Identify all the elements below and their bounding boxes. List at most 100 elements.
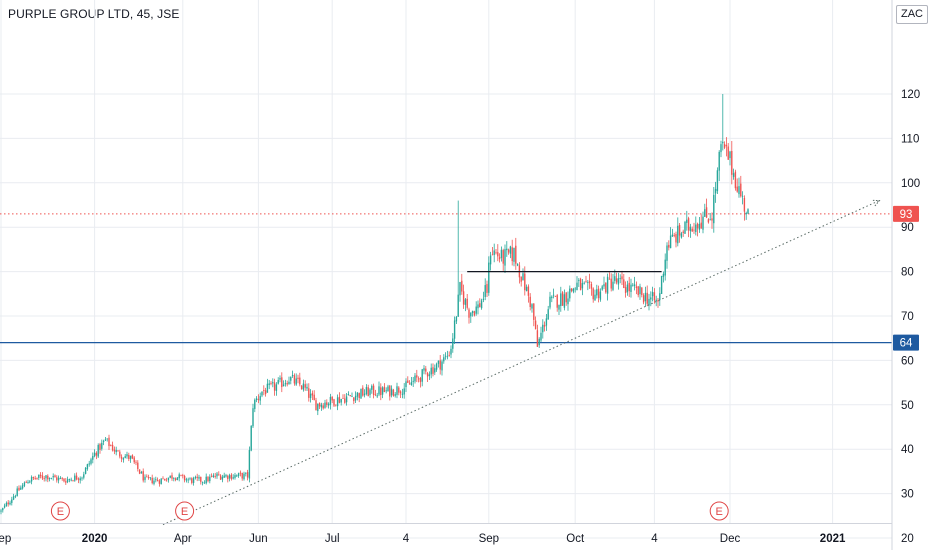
candle-body [396, 386, 398, 395]
candle-body [381, 387, 384, 395]
candle-body [313, 394, 315, 401]
candle-body [214, 476, 216, 477]
time-axis[interactable]: Sep 2020 Apr Jun Jul 4 Sep Oct 4 Dec 2021 [0, 533, 846, 545]
candle-body [225, 475, 227, 477]
candle-body [308, 388, 310, 398]
candle-body [662, 273, 665, 277]
candle-body [191, 478, 193, 483]
candle-body [50, 477, 53, 479]
candle-body [585, 281, 587, 283]
candle-body [511, 247, 513, 262]
candle-body [401, 393, 404, 395]
candle-body [70, 479, 72, 481]
candle-body [423, 368, 425, 371]
candle-body [587, 282, 589, 283]
candle-body [59, 478, 62, 479]
candle-body [315, 400, 317, 411]
candle-body [295, 378, 297, 385]
candle-body [279, 377, 281, 380]
candle-body [189, 478, 191, 480]
candle-body [428, 374, 431, 377]
candle-body [371, 385, 373, 390]
candle-body [14, 495, 17, 497]
candle-body [664, 259, 666, 276]
candle-body [713, 194, 715, 224]
candle-body [389, 385, 391, 397]
candle-body [30, 477, 33, 482]
x-tick-label: 4 [651, 533, 658, 545]
candle-body [576, 282, 578, 291]
candle-body [210, 475, 213, 477]
candle-body [725, 144, 728, 147]
candle-body [9, 502, 11, 505]
candle-body [363, 393, 366, 396]
candle-body [18, 487, 20, 491]
candle-body [347, 393, 350, 396]
candle-body [547, 309, 549, 320]
candle-body [668, 244, 670, 248]
candle-body [219, 475, 222, 480]
candle-body [545, 318, 548, 326]
candle-body [79, 478, 81, 481]
candle-body [657, 300, 659, 302]
chart-title: PURPLE GROUP LTD, 45, JSE [8, 7, 180, 21]
candle-body [380, 387, 382, 396]
candle-body [318, 402, 321, 407]
candle-body [293, 375, 296, 384]
candle-body [430, 367, 432, 375]
candle-body [254, 399, 256, 409]
candle-body [480, 300, 483, 309]
candle-body [635, 286, 638, 288]
candle-body [513, 247, 515, 262]
candle-body [425, 368, 427, 372]
candle-body [162, 478, 164, 480]
candle-body [734, 171, 737, 189]
candle-body [331, 396, 333, 401]
candle-body [351, 396, 353, 398]
candle-body [482, 298, 485, 300]
candle-body [432, 367, 434, 374]
candle-body [16, 488, 18, 496]
candle-body [642, 295, 645, 303]
candle-body [561, 292, 564, 306]
candle-body [466, 298, 468, 308]
earnings-marker-label: E [716, 506, 723, 518]
candle-body [275, 384, 278, 391]
candle-body [126, 454, 128, 457]
candle-body [88, 463, 90, 465]
candle-body [441, 361, 443, 371]
candle-body [349, 395, 351, 396]
candle-body [369, 389, 371, 395]
candles [0, 94, 749, 515]
candle-body [578, 280, 580, 281]
candle-body [63, 478, 65, 482]
candle-body [637, 286, 639, 296]
candle-body [653, 292, 656, 301]
candle-body [48, 478, 51, 479]
currency-button[interactable]: ZAC [896, 5, 928, 24]
candle-body [711, 218, 713, 221]
candle-body [97, 444, 99, 457]
candle-body [696, 223, 699, 229]
candle-body [165, 480, 168, 482]
candle-body [567, 298, 569, 305]
candle-body [230, 474, 233, 480]
price-axis[interactable]: 20 30 40 50 60 70 80 90 100 110 120 [901, 89, 920, 545]
candle-body [509, 246, 512, 254]
candle-body [716, 170, 719, 192]
candle-body [23, 482, 26, 486]
candle-body [464, 299, 467, 305]
candle-body [176, 477, 179, 481]
candle-body [365, 387, 368, 395]
candle-body [245, 472, 247, 474]
candle-body [628, 282, 630, 292]
candle-body [259, 396, 261, 401]
y-tick-label: 70 [901, 311, 914, 323]
candle-body [142, 471, 144, 481]
candle-body [207, 476, 209, 482]
trend-line-arrow [872, 199, 881, 207]
candle-body [407, 380, 409, 383]
candle-body [297, 377, 299, 380]
candle-body [34, 478, 36, 479]
